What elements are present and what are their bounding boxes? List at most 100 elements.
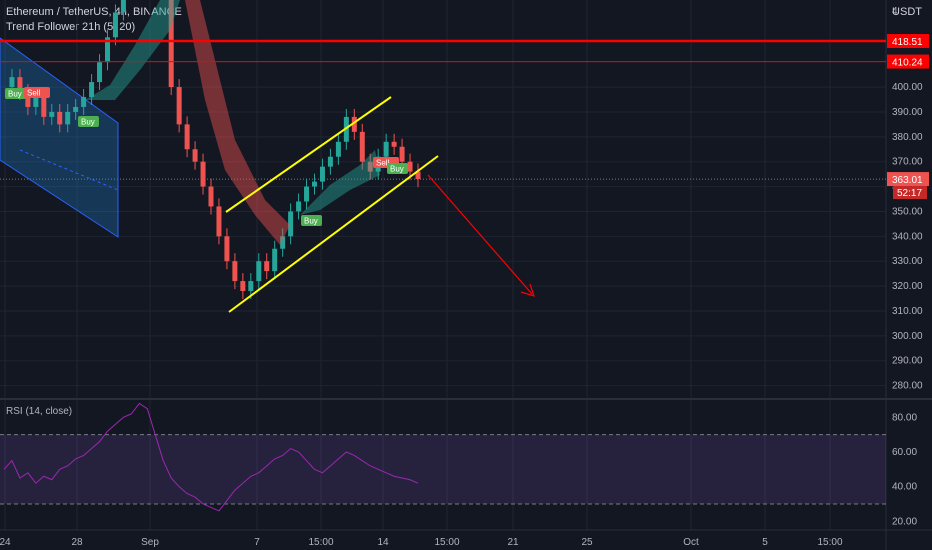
buy-signal-label: Buy: [8, 90, 22, 99]
sell-signal-label: Sell: [27, 89, 41, 98]
candle[interactable]: [184, 124, 190, 150]
candle[interactable]: [399, 146, 405, 162]
candle[interactable]: [105, 37, 110, 63]
sell-signal-label: Sell: [376, 159, 390, 168]
level-price-tag: [887, 34, 929, 49]
candle[interactable]: [112, 12, 118, 38]
candle[interactable]: [335, 141, 341, 157]
candle[interactable]: [25, 92, 31, 107]
price-tick-label: 290.00: [892, 356, 923, 367]
time-tick-label: 21: [507, 537, 519, 548]
candle[interactable]: [296, 201, 302, 212]
candle[interactable]: [168, 0, 174, 88]
candle[interactable]: [351, 116, 357, 132]
buy-signal-marker[interactable]: [78, 116, 99, 127]
price-tick-label: 300.00: [892, 331, 923, 342]
candle[interactable]: [176, 87, 182, 125]
candle[interactable]: [248, 281, 254, 292]
candle[interactable]: [120, 0, 126, 13]
candle[interactable]: [359, 131, 365, 162]
candle[interactable]: [192, 149, 198, 162]
candle[interactable]: [57, 111, 63, 125]
candle[interactable]: [97, 62, 103, 83]
candle[interactable]: [216, 206, 222, 237]
candle[interactable]: [208, 186, 214, 207]
time-tick-label: 15:00: [308, 537, 333, 548]
time-tick-label: 15:00: [817, 537, 842, 548]
time-tick-label: 5: [762, 537, 768, 548]
rsi-tick-label: 60.00: [892, 447, 917, 458]
candle[interactable]: [9, 77, 15, 88]
candle[interactable]: [73, 106, 79, 112]
buy-signal-label: Buy: [304, 217, 318, 226]
price-tick-label: 310.00: [892, 306, 923, 317]
candle[interactable]: [280, 236, 286, 249]
level-price-label: 418.51: [892, 37, 923, 48]
candle[interactable]: [312, 181, 317, 187]
buy-signal-marker[interactable]: [5, 88, 26, 99]
time-tick-label: 7: [254, 537, 260, 548]
price-tick-label: 320.00: [892, 281, 923, 292]
buy-signal-label: Buy: [390, 165, 404, 174]
candle[interactable]: [41, 97, 47, 117]
candle[interactable]: [407, 161, 413, 172]
projection-arrowhead: [520, 283, 535, 297]
time-tick-label: 28: [71, 537, 83, 548]
candle[interactable]: [415, 171, 421, 180]
trend-band: [185, 0, 290, 245]
candle[interactable]: [224, 236, 230, 262]
projection-arrow[interactable]: [427, 174, 533, 295]
buy-signal-marker[interactable]: [387, 163, 408, 174]
price-tick-label: 400.00: [892, 82, 923, 93]
price-tick-label: 4: [892, 6, 898, 17]
price-tick-label: 350.00: [892, 206, 923, 217]
candle[interactable]: [304, 186, 310, 202]
channel-lower-line[interactable]: [228, 155, 439, 313]
candle[interactable]: [232, 261, 238, 282]
price-tick-label: 280.00: [892, 381, 923, 392]
rsi-title[interactable]: RSI (14, close): [6, 406, 72, 417]
time-tick-label: Sep: [141, 537, 159, 548]
candle[interactable]: [272, 248, 278, 272]
rsi-tick-label: 20.00: [892, 516, 917, 527]
candle[interactable]: [200, 161, 206, 187]
candle[interactable]: [327, 156, 333, 167]
price-tick-label: 390.00: [892, 107, 923, 118]
time-tick-label: 25: [581, 537, 593, 548]
candle[interactable]: [17, 77, 23, 93]
symbol-title[interactable]: Ethereum / TetherUS, 4h, BINANCE: [6, 6, 182, 18]
buy-signal-marker[interactable]: [301, 215, 322, 226]
candle[interactable]: [256, 261, 262, 282]
candle[interactable]: [89, 82, 95, 98]
rsi-tick-label: 40.00: [892, 482, 917, 493]
candle[interactable]: [33, 97, 39, 107]
candle[interactable]: [343, 116, 349, 142]
candle[interactable]: [367, 161, 373, 172]
candle[interactable]: [81, 97, 87, 107]
time-tick-label: 15:00: [434, 537, 459, 548]
candle[interactable]: [391, 141, 397, 147]
candle[interactable]: [319, 166, 325, 182]
candle[interactable]: [288, 211, 294, 237]
countdown-tag: [893, 186, 927, 200]
candle[interactable]: [240, 281, 246, 292]
level-price-label: 410.24: [892, 58, 923, 69]
level-price-tag: [887, 54, 929, 69]
price-tick-label: 330.00: [892, 256, 923, 267]
candle[interactable]: [65, 111, 71, 125]
rsi-line[interactable]: [3, 402, 419, 512]
time-tick-label: Oct: [683, 537, 699, 548]
indicator-title[interactable]: Trend Follower 21h (5, 20): [6, 21, 136, 33]
sell-signal-marker[interactable]: [24, 87, 50, 98]
channel-upper-line[interactable]: [225, 96, 392, 213]
time-tick-label: 24: [0, 537, 11, 548]
candle[interactable]: [264, 261, 270, 272]
rsi-tick-label: 80.00: [892, 412, 917, 423]
candle[interactable]: [49, 111, 55, 117]
countdown-label: 52:17: [897, 188, 922, 199]
candle[interactable]: [383, 141, 389, 157]
trend-band: [300, 150, 380, 215]
currency-label[interactable]: USDT: [892, 6, 922, 18]
current-price-tag: [887, 172, 929, 187]
